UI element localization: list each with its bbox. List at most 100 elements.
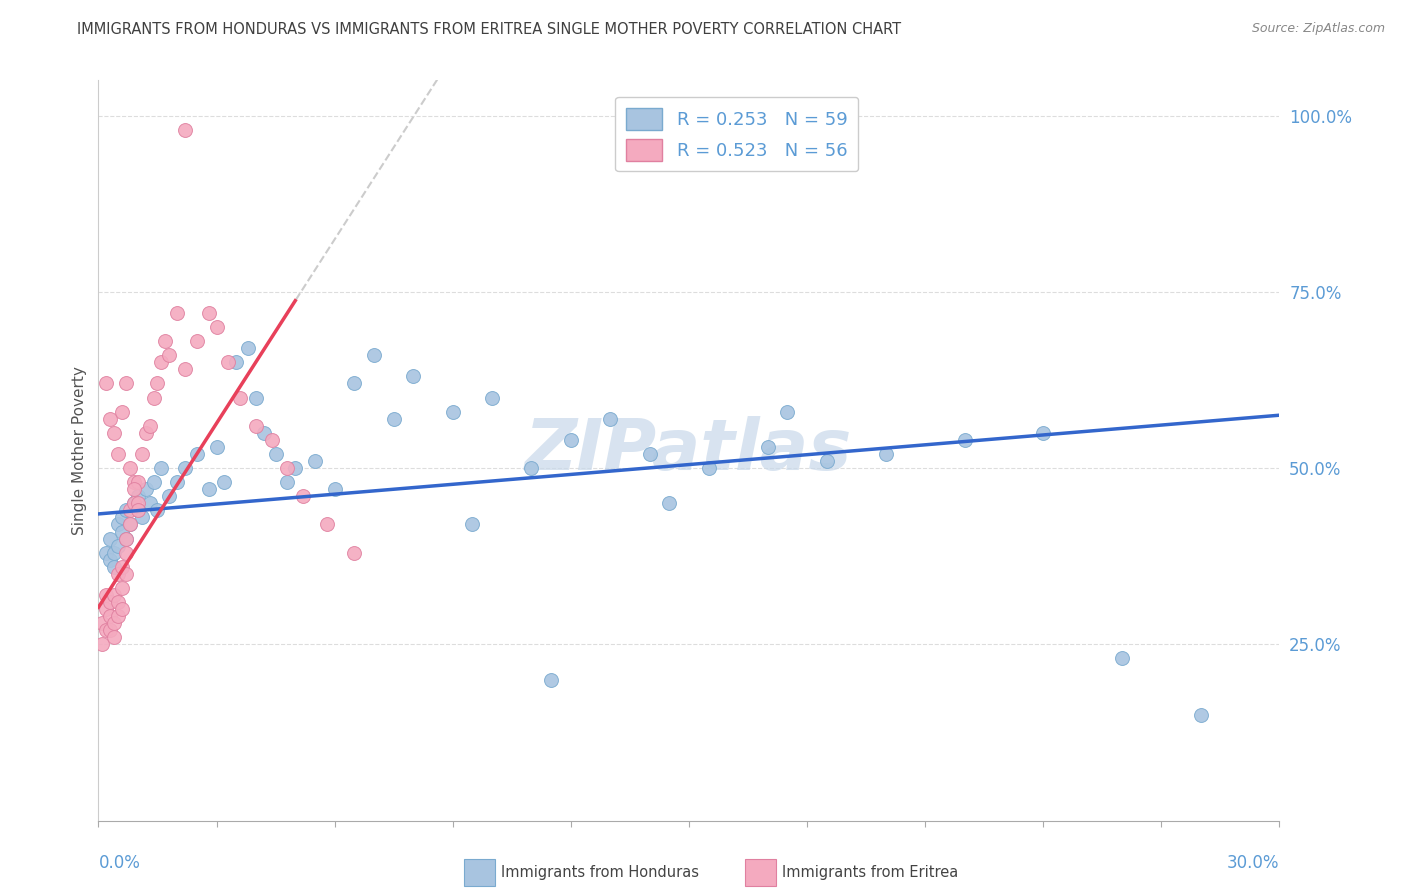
Point: [107, 517, 129, 532]
Point: [96, 588, 118, 602]
Point: [103, 559, 125, 574]
Point: [127, 475, 149, 490]
Point: [214, 475, 236, 490]
Point: [323, 482, 346, 496]
Point: [260, 433, 283, 447]
Point: [103, 425, 125, 440]
Point: [107, 595, 129, 609]
Point: [127, 503, 149, 517]
Point: [98, 624, 121, 638]
Point: [146, 503, 169, 517]
Point: [229, 391, 252, 405]
Point: [166, 306, 188, 320]
Point: [875, 447, 897, 461]
Point: [115, 376, 138, 391]
Point: [98, 553, 121, 567]
Point: [560, 433, 582, 447]
Point: [96, 602, 118, 616]
Point: [135, 482, 157, 496]
Point: [118, 461, 141, 475]
Point: [174, 362, 197, 376]
Point: [382, 411, 405, 425]
Point: [197, 482, 219, 496]
Point: [284, 461, 307, 475]
Point: [638, 447, 661, 461]
Point: [127, 489, 149, 503]
Point: [658, 496, 681, 510]
Point: [343, 376, 366, 391]
Point: [776, 405, 799, 419]
Point: [186, 334, 208, 348]
Point: [103, 616, 125, 631]
Point: [205, 440, 228, 454]
Point: [98, 595, 121, 609]
Point: [1111, 651, 1133, 665]
Point: [756, 440, 779, 454]
Point: [157, 489, 180, 503]
Point: [138, 418, 160, 433]
Point: [599, 411, 621, 425]
Point: [481, 391, 503, 405]
Point: [253, 425, 276, 440]
Point: [236, 341, 259, 355]
Point: [135, 425, 157, 440]
Point: [520, 461, 543, 475]
Point: [103, 630, 125, 644]
Point: [103, 546, 125, 560]
Point: [157, 348, 180, 362]
Point: [111, 524, 134, 539]
Point: [98, 411, 121, 425]
Point: [115, 532, 138, 546]
Point: [91, 616, 114, 631]
Point: [174, 461, 197, 475]
Point: [138, 496, 160, 510]
Point: [953, 433, 976, 447]
Legend: R = 0.253   N = 59, R = 0.523   N = 56: R = 0.253 N = 59, R = 0.523 N = 56: [616, 96, 858, 171]
Point: [107, 566, 129, 581]
Text: Immigrants from Honduras: Immigrants from Honduras: [501, 865, 699, 880]
Point: [122, 496, 145, 510]
Point: [461, 517, 484, 532]
Point: [111, 581, 134, 595]
Point: [540, 673, 562, 687]
Point: [96, 546, 118, 560]
Point: [245, 391, 267, 405]
Point: [91, 637, 114, 651]
Point: [103, 588, 125, 602]
Point: [217, 355, 239, 369]
Point: [166, 475, 188, 490]
Point: [304, 454, 326, 468]
Point: [118, 517, 141, 532]
Point: [122, 482, 145, 496]
Point: [118, 517, 141, 532]
Point: [292, 489, 315, 503]
Text: Source: ZipAtlas.com: Source: ZipAtlas.com: [1251, 22, 1385, 36]
Point: [441, 405, 464, 419]
Point: [225, 355, 247, 369]
Point: [264, 447, 287, 461]
Point: [115, 566, 138, 581]
Point: [276, 461, 298, 475]
Point: [142, 391, 165, 405]
Point: [131, 447, 153, 461]
Point: [122, 475, 145, 490]
Point: [107, 539, 129, 553]
Point: [111, 602, 134, 616]
Point: [96, 624, 118, 638]
Point: [107, 609, 129, 624]
Point: [186, 447, 208, 461]
Point: [245, 418, 267, 433]
Point: [131, 510, 153, 524]
Point: [115, 503, 138, 517]
Point: [118, 503, 141, 517]
Point: [127, 503, 149, 517]
Point: [815, 454, 838, 468]
Point: [98, 532, 121, 546]
Point: [115, 546, 138, 560]
Point: [343, 546, 366, 560]
Point: [96, 376, 118, 391]
Point: [107, 447, 129, 461]
Point: [127, 496, 149, 510]
Text: 30.0%: 30.0%: [1227, 854, 1279, 872]
Point: [146, 376, 169, 391]
